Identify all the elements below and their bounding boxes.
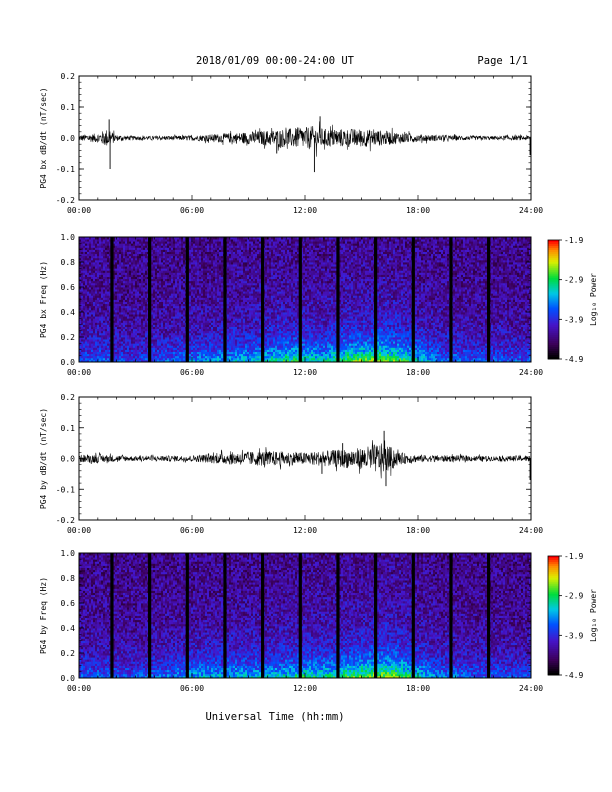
x-tick-label: 06:00	[180, 684, 204, 693]
colorbar-tick-label: -4.9	[564, 355, 583, 364]
x-tick-label: 18:00	[406, 206, 430, 215]
x-tick-label: 12:00	[293, 206, 317, 215]
data-gap-10	[449, 553, 453, 678]
y-tick-label: -0.2	[56, 196, 75, 205]
data-gap-3	[185, 553, 189, 678]
data-gap-7	[336, 237, 340, 362]
y-tick-label: 0.0	[61, 358, 76, 367]
colorbar-label: Log₁₀ Power	[589, 589, 598, 642]
data-gap-2	[148, 553, 152, 678]
data-gap-11	[487, 553, 491, 678]
y-tick-label: -0.1	[56, 165, 75, 174]
y-tick-label: 0.8	[61, 258, 76, 267]
page-title: 2018/01/09 00:00-24:00 UT	[196, 55, 355, 67]
y-tick-label: 0.4	[61, 308, 76, 317]
x-tick-label: 06:00	[180, 368, 204, 377]
colorbar-tick-label: -3.9	[564, 315, 583, 324]
x-tick-label: 24:00	[519, 684, 543, 693]
colorbar-tick-label: -2.9	[564, 276, 583, 285]
y-tick-label: 0.2	[61, 333, 76, 342]
x-tick-label: 18:00	[406, 684, 430, 693]
colorbar: -1.9 -2.9 -3.9 -4.9 Log₁₀ Power	[547, 552, 598, 680]
x-tick-label: 12:00	[293, 526, 317, 535]
x-tick-label: 00:00	[67, 526, 91, 535]
y-tick-label: 0.1	[61, 424, 76, 433]
x-tick-label: 06:00	[180, 526, 204, 535]
colorbar-tick-label: -4.9	[564, 671, 583, 680]
data-gap-1	[110, 553, 114, 678]
data-gap-7	[336, 553, 340, 678]
signal-trace	[78, 440, 532, 479]
colorbar-tick-label: -3.9	[564, 631, 583, 640]
data-gap-8	[374, 237, 378, 362]
x-tick-label: 00:00	[67, 206, 91, 215]
y-tick-label: 0.0	[61, 134, 76, 143]
data-gap-11	[487, 237, 491, 362]
data-gap-4	[223, 553, 227, 678]
colorbar-frame	[547, 239, 560, 360]
page-number: Page 1/1	[477, 55, 528, 67]
data-gap-1	[110, 237, 114, 362]
panel-2: -1.9 -2.9 -3.9 -4.9 Log₁₀ Power 1.0 0.8 0.6 0.4 0…	[39, 233, 598, 377]
x-tick-label: 00:00	[67, 368, 91, 377]
signal-trace	[78, 121, 532, 157]
data-gap-9	[411, 553, 415, 678]
data-gap-10	[449, 237, 453, 362]
y-tick-label: 0.2	[61, 72, 76, 81]
y-axis-label: PG4 by Freq (Hz)	[39, 577, 48, 654]
y-tick-label: 0.6	[61, 599, 76, 608]
y-tick-label: 0.6	[61, 283, 76, 292]
y-tick-label: 0.1	[61, 103, 76, 112]
y-tick-label: 0.0	[61, 455, 76, 464]
x-axis-label: Universal Time (hh:mm)	[205, 711, 344, 723]
spectrogram-cells	[79, 237, 532, 363]
data-gap-2	[148, 237, 152, 362]
y-tick-label: -0.2	[56, 516, 75, 525]
data-gap-3	[185, 237, 189, 362]
data-gap-8	[374, 553, 378, 678]
x-tick-label: 12:00	[293, 684, 317, 693]
y-axis-label: PG4 bx dB/dt (nT/sec)	[39, 87, 48, 188]
y-tick-label: 0.0	[61, 674, 76, 683]
y-tick-label: 0.2	[61, 393, 76, 402]
panel-4: -1.9 -2.9 -3.9 -4.9 Log₁₀ Power 1.0 0.8 0.6 0.4 0…	[39, 549, 598, 693]
y-tick-label: 0.2	[61, 649, 76, 658]
colorbar-label: Log₁₀ Power	[589, 273, 598, 326]
y-tick-label: 0.4	[61, 624, 76, 633]
x-tick-label: 00:00	[67, 684, 91, 693]
y-tick-label: 1.0	[61, 233, 76, 242]
panels: 0.20.10.0-0.1-0.200:00 06:00 12:00 18:00 24:…	[39, 72, 598, 693]
x-tick-label: 18:00	[406, 526, 430, 535]
y-axis-label: PG4 by dB/dt (nT/sec)	[39, 408, 48, 509]
spectrogram-cells	[79, 553, 532, 679]
x-tick-label: 24:00	[519, 368, 543, 377]
data-gap-9	[411, 237, 415, 362]
x-tick-label: 24:00	[519, 526, 543, 535]
data-gap-4	[223, 237, 227, 362]
data-gap-5	[261, 237, 265, 362]
colorbar-tick-label: -1.9	[564, 236, 583, 245]
data-gap-6	[298, 237, 302, 362]
y-tick-label: -0.1	[56, 485, 75, 494]
colorbar-tick-label: -2.9	[564, 592, 583, 601]
x-tick-label: 24:00	[519, 206, 543, 215]
panel-1: 0.2 0.1 0.0 -0.1 -0.200:00 06:00 12:00 18:00 24:…	[39, 72, 543, 215]
x-tick-label: 06:00	[180, 206, 204, 215]
colorbar-tick-label: -1.9	[564, 552, 583, 561]
data-gap-6	[298, 553, 302, 678]
y-tick-label: 0.8	[61, 574, 76, 583]
x-tick-label: 18:00	[406, 368, 430, 377]
panel-3: 0.2 0.1 0.0 -0.1 -0.200:00 06:00 12:00 18:00 24:…	[39, 393, 543, 535]
y-tick-label: 1.0	[61, 549, 76, 558]
x-tick-label: 12:00	[293, 368, 317, 377]
colorbar-frame	[547, 555, 560, 676]
data-gap-5	[261, 553, 265, 678]
y-axis-label: PG4 bx Freq (Hz)	[39, 261, 48, 338]
colorbar: -1.9 -2.9 -3.9 -4.9 Log₁₀ Power	[547, 236, 598, 364]
